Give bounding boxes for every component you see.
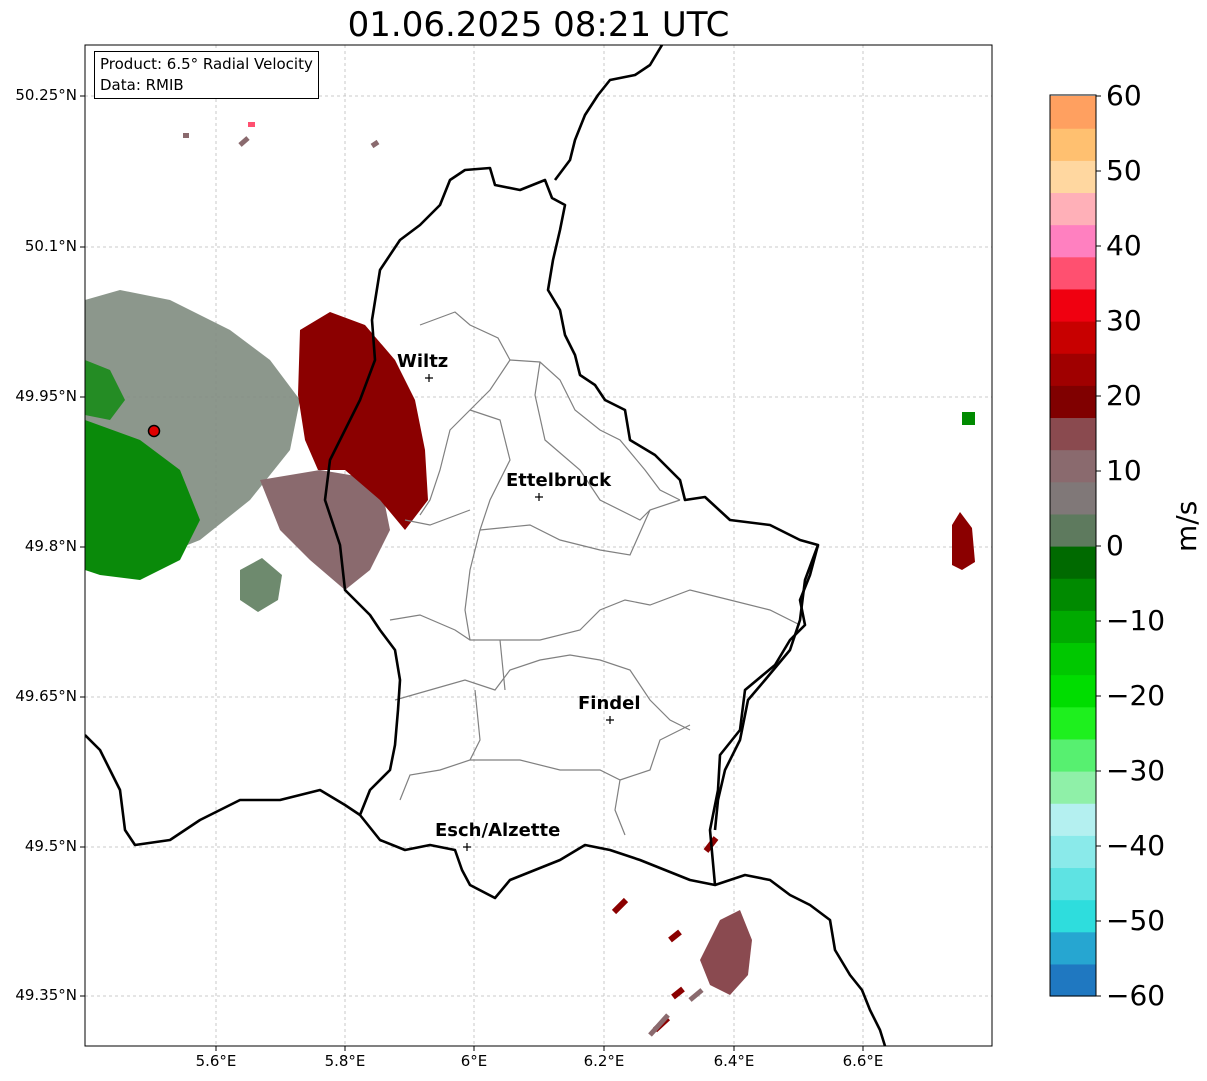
findel-marker bbox=[606, 716, 614, 724]
esch-marker bbox=[463, 843, 471, 851]
colorbar-band bbox=[1050, 449, 1096, 483]
outbound-echo-east bbox=[952, 512, 975, 570]
city-markers bbox=[425, 374, 614, 851]
speck-2 bbox=[248, 122, 255, 127]
lat-label: 49.8°N bbox=[24, 537, 77, 555]
colorbar-ticks bbox=[1096, 95, 1101, 997]
colorbar-band bbox=[1050, 321, 1096, 354]
luxembourg-border bbox=[323, 166, 820, 900]
colorbar-band bbox=[1050, 256, 1096, 290]
colorbar-tick-label: −40 bbox=[1106, 829, 1166, 862]
colorbar-band bbox=[1050, 578, 1096, 611]
colorbar-tick-label: −30 bbox=[1106, 754, 1166, 787]
colorbar-tick-label: 60 bbox=[1106, 79, 1142, 112]
colorbar-band bbox=[1050, 481, 1096, 515]
colorbar-band bbox=[1050, 867, 1096, 901]
colorbar-band bbox=[1050, 192, 1096, 226]
lon-label: 6.2°E bbox=[583, 1052, 625, 1070]
colorbar-band bbox=[1050, 288, 1096, 322]
colorbar-band bbox=[1050, 963, 1096, 997]
colorbar-band bbox=[1050, 128, 1096, 161]
city-label-ettelbruck: Ettelbruck bbox=[506, 470, 612, 491]
lat-label: 49.95°N bbox=[15, 387, 77, 405]
map-frame bbox=[84, 44, 993, 1047]
germany-border-north bbox=[553, 45, 664, 181]
colorbar-tick-label: −60 bbox=[1106, 979, 1166, 1012]
colorbar-band bbox=[1050, 546, 1096, 579]
colorbar-tick-label: 10 bbox=[1106, 454, 1142, 487]
colorbar-band bbox=[1050, 417, 1096, 451]
colorbar-unit-label: m/s bbox=[1170, 500, 1203, 552]
colorbar-tick-label: −50 bbox=[1106, 904, 1166, 937]
colorbar-tick-label: 20 bbox=[1106, 379, 1142, 412]
gray-echo-south bbox=[240, 558, 282, 612]
canton-borders bbox=[389, 311, 801, 836]
lat-label: 50.1°N bbox=[24, 237, 77, 255]
speck-1 bbox=[183, 133, 189, 138]
colorbar-band bbox=[1050, 931, 1096, 965]
lat-label: 50.25°N bbox=[15, 86, 77, 104]
colorbar-band bbox=[1050, 353, 1096, 386]
lat-label: 49.5°N bbox=[24, 837, 77, 855]
lon-label: 5.6°E bbox=[195, 1052, 237, 1070]
data-source-label: Data: RMIB bbox=[100, 76, 184, 94]
colorbar-band bbox=[1050, 835, 1096, 869]
colorbar-band bbox=[1050, 771, 1096, 804]
colorbar-band bbox=[1050, 803, 1096, 836]
lon-label: 6°E bbox=[460, 1052, 488, 1070]
inbound-echo-west bbox=[85, 360, 125, 420]
colorbar-band bbox=[1050, 513, 1096, 547]
colorbar-band bbox=[1050, 224, 1096, 258]
colorbar bbox=[1050, 96, 1096, 997]
city-label-esch-alzette: Esch/Alzette bbox=[435, 820, 561, 841]
axis-ticks bbox=[80, 95, 864, 1051]
colorbar-tick-label: 30 bbox=[1106, 304, 1142, 337]
colorbar-band bbox=[1050, 385, 1096, 419]
green-pixel-east bbox=[962, 412, 975, 425]
colorbar-band bbox=[1050, 160, 1096, 194]
outbound-echo-main bbox=[298, 312, 428, 530]
colorbar-band bbox=[1050, 96, 1096, 129]
belgium-france-border bbox=[85, 734, 361, 847]
gray-streaks-southeast bbox=[238, 136, 704, 1037]
lat-label: 49.65°N bbox=[15, 687, 77, 705]
colorbar-tick-label: 0 bbox=[1106, 529, 1124, 562]
colorbar-tick-label: 50 bbox=[1106, 154, 1142, 187]
colorbar-tick-label: −20 bbox=[1106, 679, 1166, 712]
lat-label: 49.35°N bbox=[15, 986, 77, 1004]
map-title: 01.06.2025 08:21 UTC bbox=[347, 5, 730, 45]
inbound-echo-southwest bbox=[85, 420, 200, 580]
lon-label: 6.4°E bbox=[713, 1052, 755, 1070]
colorbar-band bbox=[1050, 899, 1096, 933]
radar-echoes bbox=[85, 122, 975, 1037]
colorbar-band bbox=[1050, 706, 1096, 740]
ettelbruck-marker bbox=[535, 493, 543, 501]
colorbar-tick-label: 40 bbox=[1106, 229, 1142, 262]
city-label-findel: Findel bbox=[578, 693, 641, 714]
outbound-streaks-southeast bbox=[611, 836, 719, 1033]
product-label: Product: 6.5° Radial Velocity bbox=[100, 55, 313, 73]
radar-site-marker bbox=[147, 424, 161, 438]
france-border bbox=[714, 873, 887, 1046]
lon-label: 6.6°E bbox=[842, 1052, 884, 1070]
wiltz-marker bbox=[425, 374, 433, 382]
national-borders bbox=[85, 45, 887, 1046]
mixed-echo-south bbox=[260, 470, 390, 590]
colorbar-band bbox=[1050, 610, 1096, 644]
colorbar-band bbox=[1050, 642, 1096, 676]
mixed-echo-southeast bbox=[700, 910, 752, 995]
lon-label: 5.8°E bbox=[324, 1052, 366, 1070]
germany-border-east bbox=[713, 544, 820, 831]
colorbar-band bbox=[1050, 674, 1096, 708]
product-info-box: Product: 6.5° Radial Velocity Data: RMIB bbox=[94, 51, 319, 99]
colorbar-tick-label: −10 bbox=[1106, 604, 1166, 637]
colorbar-band bbox=[1050, 738, 1096, 772]
grid-lines bbox=[85, 45, 992, 1046]
city-label-wiltz: Wiltz bbox=[397, 351, 449, 372]
